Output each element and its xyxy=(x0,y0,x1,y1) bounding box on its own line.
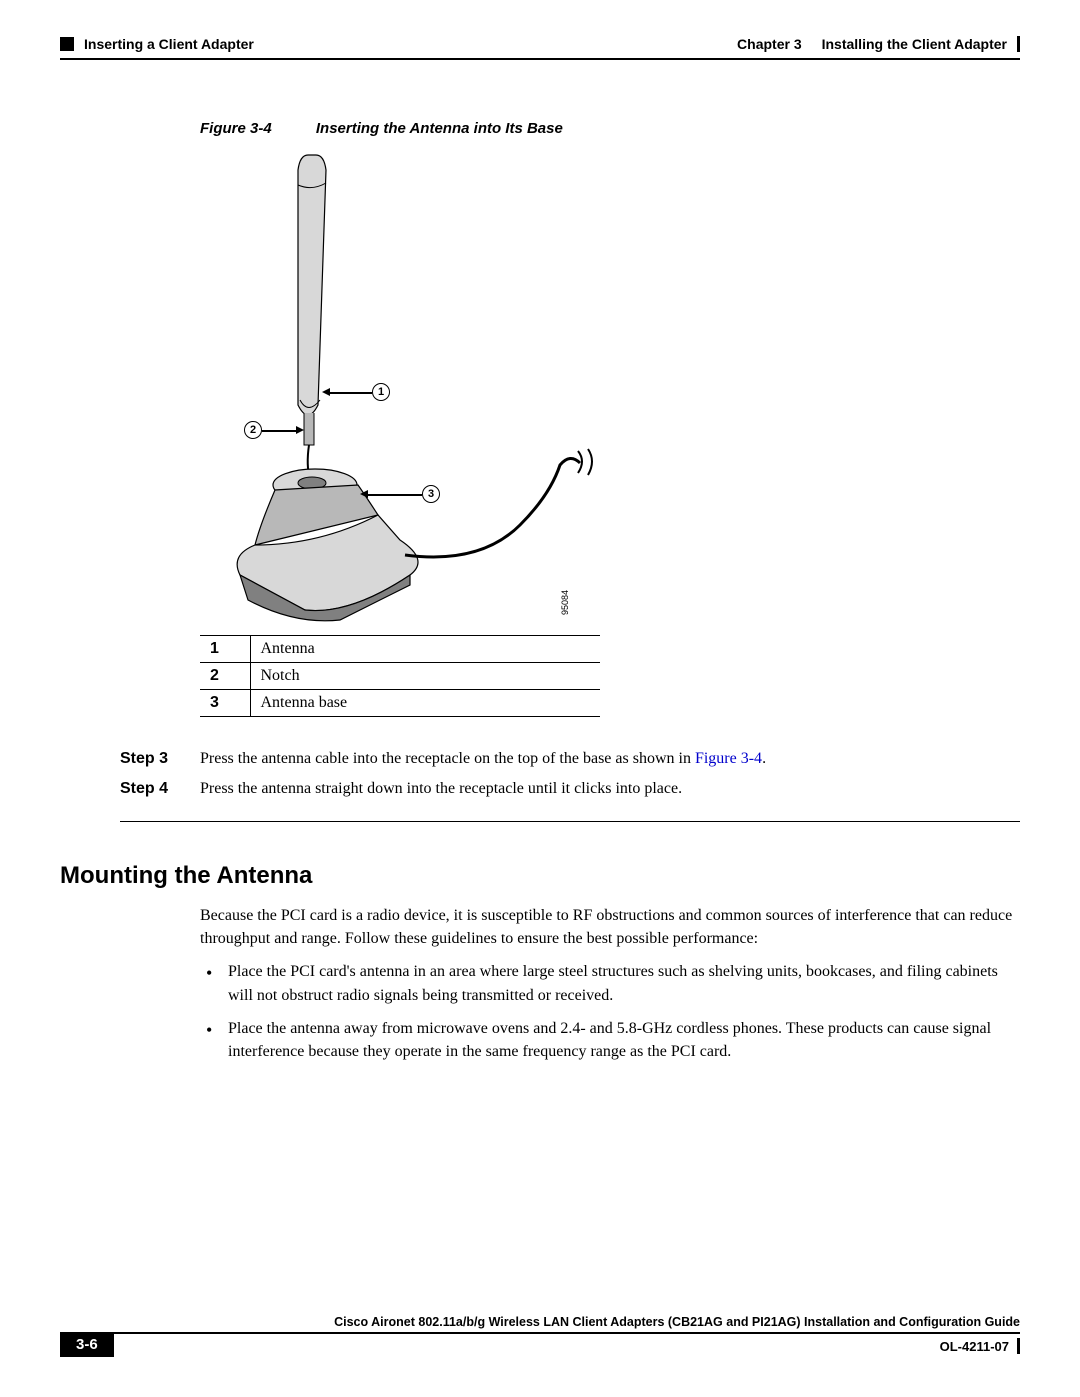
header-rule xyxy=(60,58,1020,60)
page-number-badge: 3-6 xyxy=(60,1332,114,1357)
step-text: Press the antenna cable into the recepta… xyxy=(200,747,766,771)
list-item: Place the antenna away from microwave ov… xyxy=(200,1017,1020,1063)
footer-guide-title: Cisco Aironet 802.11a/b/g Wireless LAN C… xyxy=(334,1315,1020,1329)
section-divider xyxy=(120,821,1020,822)
callout-3-arrow-icon xyxy=(360,490,368,498)
legend-num: 3 xyxy=(200,690,250,717)
callout-1-arrow-icon xyxy=(322,388,330,396)
step-label: Step 4 xyxy=(120,777,200,801)
figure-ref-link[interactable]: Figure 3-4 xyxy=(695,750,762,767)
legend-label: Antenna base xyxy=(250,690,600,717)
header-bar-icon xyxy=(1017,36,1020,52)
callout-3-line xyxy=(368,494,422,496)
step-row: Step 4 Press the antenna straight down i… xyxy=(120,777,1020,801)
guidelines-list: Place the PCI card's antenna in an area … xyxy=(200,960,1020,1063)
antenna-svg xyxy=(200,145,620,625)
callout-1-line xyxy=(330,392,372,394)
steps-block: Step 3 Press the antenna cable into the … xyxy=(120,747,1020,801)
callout-3: 3 xyxy=(422,485,440,503)
footer-bar-icon xyxy=(1017,1338,1020,1354)
header-chapter: Chapter 3 xyxy=(737,36,802,52)
list-item: Place the PCI card's antenna in an area … xyxy=(200,960,1020,1006)
step-text: Press the antenna straight down into the… xyxy=(200,777,682,801)
antenna-diagram: 1 2 3 95084 xyxy=(200,145,620,625)
page-footer: Cisco Aironet 802.11a/b/g Wireless LAN C… xyxy=(60,1315,1020,1357)
callout-1: 1 xyxy=(372,383,390,401)
figure-caption: Figure 3-4 Inserting the Antenna into It… xyxy=(200,120,1020,137)
step-row: Step 3 Press the antenna cable into the … xyxy=(120,747,1020,771)
legend-num: 1 xyxy=(200,636,250,663)
header-section: Inserting a Client Adapter xyxy=(84,36,254,52)
legend-label: Antenna xyxy=(250,636,600,663)
section-heading: Mounting the Antenna xyxy=(60,862,1020,890)
legend-row: 3 Antenna base xyxy=(200,690,600,717)
figure-title: Inserting the Antenna into Its Base xyxy=(316,120,563,137)
callout-2: 2 xyxy=(244,421,262,439)
header-title: Installing the Client Adapter xyxy=(822,36,1007,52)
section-intro: Because the PCI card is a radio device, … xyxy=(200,904,1020,950)
callout-2-line xyxy=(262,430,296,432)
step-label: Step 3 xyxy=(120,747,200,771)
header-marker-icon xyxy=(60,37,74,51)
page-header: Inserting a Client Adapter Chapter 3 Ins… xyxy=(60,36,1020,52)
legend-num: 2 xyxy=(200,663,250,690)
legend-row: 2 Notch xyxy=(200,663,600,690)
footer-doc-id: OL-4211-07 xyxy=(940,1339,1009,1354)
figure-id-code: 95084 xyxy=(560,585,570,615)
figure-legend-table: 1 Antenna 2 Notch 3 Antenna base xyxy=(200,635,600,717)
legend-row: 1 Antenna xyxy=(200,636,600,663)
figure-label: Figure 3-4 xyxy=(200,120,272,137)
callout-2-arrow-icon xyxy=(296,426,304,434)
legend-label: Notch xyxy=(250,663,600,690)
